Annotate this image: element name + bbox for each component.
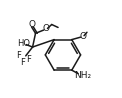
Text: NH₂: NH₂ bbox=[74, 71, 91, 80]
Text: O: O bbox=[43, 24, 50, 33]
Text: F: F bbox=[26, 55, 31, 64]
Text: O: O bbox=[79, 32, 86, 41]
Text: O: O bbox=[29, 20, 36, 29]
Text: HO: HO bbox=[17, 39, 30, 48]
Text: F: F bbox=[16, 51, 21, 60]
Text: F: F bbox=[20, 58, 25, 67]
